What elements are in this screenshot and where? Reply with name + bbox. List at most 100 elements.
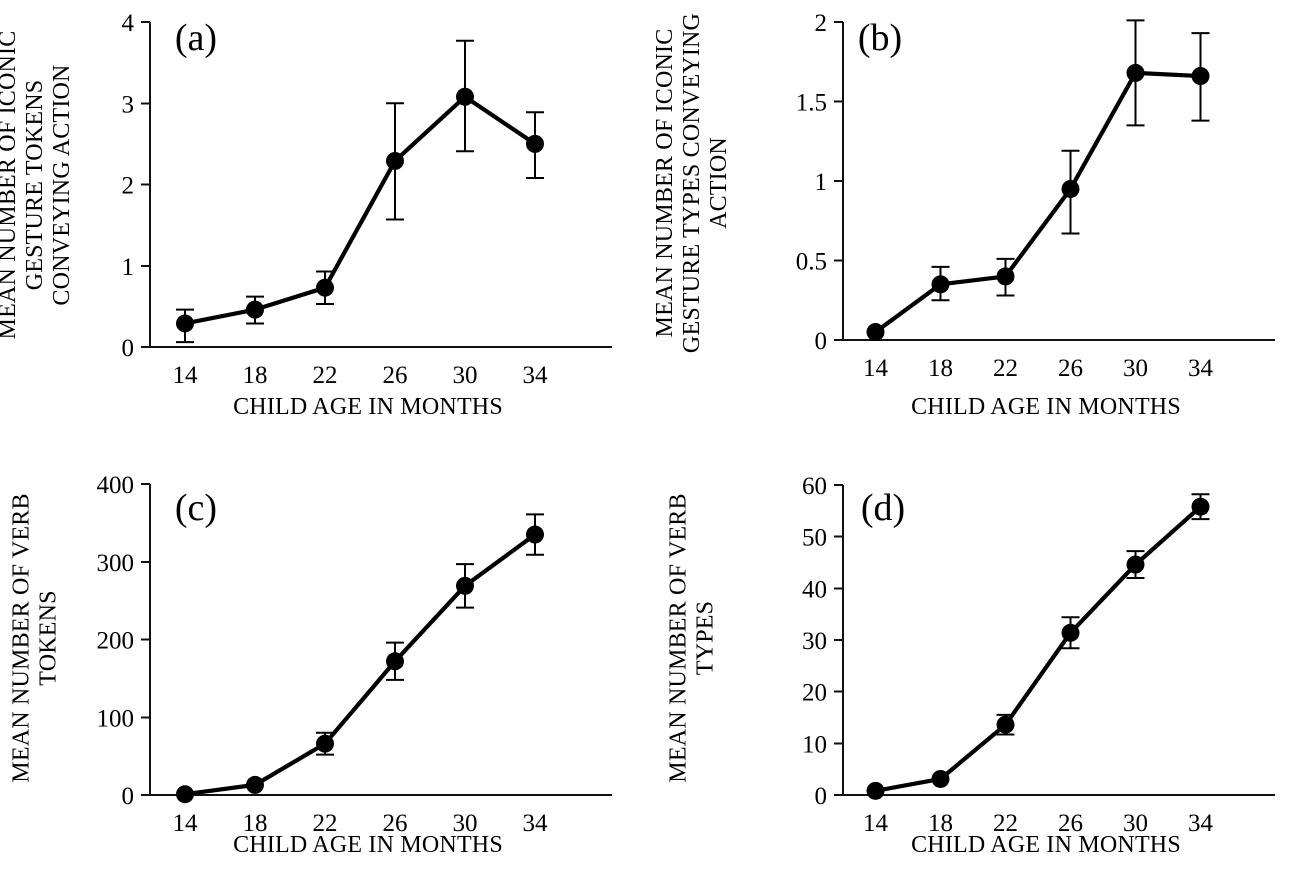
x-tick-label: 34 — [1188, 355, 1214, 382]
data-point-marker — [456, 576, 474, 595]
data-point-marker — [246, 775, 264, 794]
y-tick-label: 0 — [122, 335, 135, 362]
data-point-marker — [316, 734, 334, 753]
x-tick-label: 30 — [453, 362, 478, 389]
y-axis-title-line: MEAN NUMBER OF VERB — [9, 493, 35, 782]
x-tick-label: 30 — [1123, 355, 1148, 382]
data-point-marker — [176, 314, 194, 333]
x-tick-label: 18 — [928, 810, 953, 837]
panel-d-plot: 0 10 20 30 40 50 60 14 18 22 26 30 34 (d) MEAN NUMBER … — [666, 473, 1275, 858]
data-point-marker — [316, 278, 334, 297]
data-point-marker — [996, 715, 1015, 734]
series-line — [182, 532, 538, 797]
panel-tag: (b) — [858, 17, 902, 59]
panel-tag: (d) — [861, 487, 905, 529]
y-axis-title-line: GESTURE TOKENS — [22, 80, 48, 291]
panel-b-plot: 0 0.5 1 1.5 2 14 18 22 26 30 34 (b) MEAN NUMBER OF I… — [655, 10, 1275, 420]
y-axis-title-line: GESTURE TYPES CONVEYING — [679, 13, 705, 353]
x-tick-label: 18 — [243, 362, 268, 389]
panel-b-svg: 0 0.5 1 1.5 2 14 18 22 26 30 34 (b) MEAN NUMBER OF I… — [655, 10, 1275, 420]
data-point-marker — [866, 781, 885, 800]
chart-panel-a: 0 1 2 3 4 14 18 22 26 30 34 (a) MEAN NUMBER OF ICONI… — [0, 0, 655, 440]
data-point-marker — [1191, 67, 1210, 86]
y-tick-label: 1 — [815, 169, 828, 196]
y-axis-title-line: CONVEYING ACTION — [49, 64, 75, 305]
data-point-marker — [866, 323, 885, 342]
y-axis-title-line: MEAN NUMBER OF ICONIC — [655, 29, 678, 338]
x-tick-label: 14 — [863, 355, 889, 382]
x-tick-label: 26 — [1058, 355, 1083, 382]
data-point-marker — [176, 785, 194, 804]
y-tick-label: 40 — [802, 576, 827, 603]
y-tick-label: 50 — [802, 525, 827, 552]
panel-c-plot: 0 100 200 300 400 14 18 22 26 30 34 (c) MEAN NUMBER … — [9, 472, 612, 858]
x-axis-title: CHILD AGE IN MONTHS — [911, 832, 1181, 858]
x-tick-label: 14 — [863, 810, 889, 837]
x-tick-label: 30 — [1123, 810, 1148, 837]
x-tick-label: 14 — [173, 810, 199, 837]
x-tick-label: 18 — [928, 355, 953, 382]
panel-tag: (c) — [175, 487, 217, 529]
y-tick-label: 4 — [122, 10, 135, 37]
x-tick-label: 34 — [523, 810, 549, 837]
x-tick-label: 26 — [383, 810, 408, 837]
x-tick-label: 22 — [313, 362, 338, 389]
x-tick-label: 18 — [243, 810, 268, 837]
x-tick-label: 22 — [993, 810, 1018, 837]
data-point-marker — [931, 275, 950, 294]
panel-tag: (a) — [175, 17, 217, 59]
data-point-marker — [526, 134, 544, 153]
x-axis-title: CHILD AGE IN MONTHS — [233, 394, 503, 420]
y-tick-label: 0.5 — [796, 249, 827, 276]
x-axis-title: CHILD AGE IN MONTHS — [911, 394, 1181, 420]
chart-panel-b: 0 0.5 1 1.5 2 14 18 22 26 30 34 (b) MEAN NUMBER OF I… — [655, 0, 1311, 440]
y-axis-title-line: ACTION — [706, 137, 732, 229]
y-axis-title: MEAN NUMBER OF ICONIC GESTURE TYPES CONVE… — [655, 13, 732, 353]
data-point-marker — [1126, 555, 1145, 574]
data-point-marker — [386, 652, 404, 671]
data-point-marker — [526, 525, 544, 544]
series-line — [182, 94, 538, 326]
series-line — [873, 70, 1203, 335]
x-tick-label: 22 — [313, 810, 338, 837]
x-tick-label: 22 — [993, 355, 1018, 382]
y-axis-title: MEAN NUMBER OF VERB TOKENS — [9, 493, 62, 782]
y-tick-label: 300 — [97, 550, 135, 577]
data-point-marker — [1126, 63, 1145, 82]
x-tick-label: 34 — [523, 362, 549, 389]
data-point-marker — [1061, 179, 1080, 198]
y-tick-label: 20 — [802, 680, 827, 707]
data-point-marker — [1191, 497, 1210, 516]
y-axis-title-line: TYPES — [693, 601, 719, 675]
data-point-marker — [456, 87, 474, 106]
y-axis-title-line: MEAN NUMBER OF ICONIC — [0, 31, 21, 340]
y-tick-label: 1 — [122, 254, 135, 281]
y-tick-label: 100 — [97, 705, 135, 732]
y-axis-title-line: MEAN NUMBER OF VERB — [666, 493, 692, 782]
y-tick-label: 400 — [97, 472, 135, 499]
chart-panel-c: 0 100 200 300 400 14 18 22 26 30 34 (c) MEAN NUMBER … — [0, 438, 655, 878]
y-tick-label: 30 — [802, 628, 827, 655]
y-axis-title: MEAN NUMBER OF VERB TYPES — [666, 493, 719, 782]
y-tick-label: 2 — [815, 10, 828, 37]
series-line — [873, 504, 1203, 793]
y-tick-label: 3 — [122, 91, 135, 118]
y-axis-title-line: TOKENS — [36, 590, 62, 685]
y-tick-label: 60 — [802, 473, 827, 500]
y-tick-label: 200 — [97, 628, 135, 655]
x-tick-label: 14 — [173, 362, 199, 389]
data-point-marker — [1061, 623, 1080, 642]
data-point-marker — [386, 151, 404, 170]
x-axis-title: CHILD AGE IN MONTHS — [233, 832, 503, 858]
chart-panel-d: 0 10 20 30 40 50 60 14 18 22 26 30 34 (d) MEAN NUMBER … — [655, 438, 1311, 878]
data-point-marker — [996, 267, 1015, 286]
y-tick-label: 1.5 — [796, 90, 827, 117]
y-tick-label: 0 — [815, 328, 828, 355]
data-point-marker — [931, 769, 950, 788]
x-tick-label: 30 — [453, 810, 478, 837]
panel-d-svg: 0 10 20 30 40 50 60 14 18 22 26 30 34 (d) MEAN NUMBER … — [666, 473, 1275, 858]
y-tick-label: 10 — [802, 731, 827, 758]
